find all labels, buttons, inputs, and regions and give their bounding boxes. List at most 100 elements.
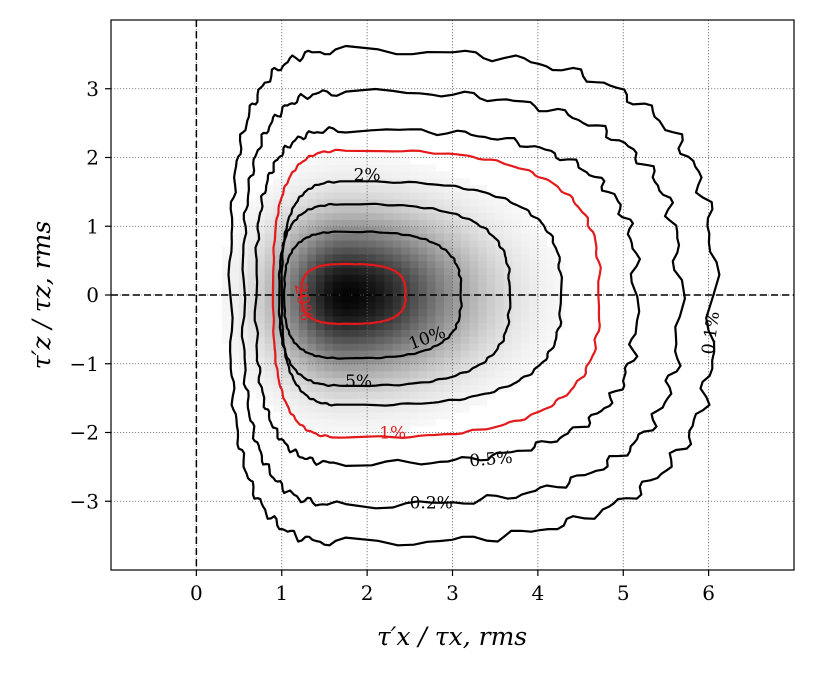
density-cell: [435, 178, 445, 186]
density-cell: [367, 171, 377, 179]
density-cell: [298, 391, 308, 399]
density-cell: [435, 191, 445, 200]
density-cell: [384, 405, 394, 413]
density-cell: [230, 253, 240, 262]
density-cell: [503, 363, 513, 372]
density-cell: [435, 233, 445, 241]
density-cell: [418, 226, 428, 234]
density-cell: [375, 308, 385, 317]
density-cell: [290, 301, 300, 310]
density-cell: [461, 398, 471, 406]
density-cell: [315, 350, 326, 358]
density-cell: [546, 308, 556, 317]
density-cell: [384, 205, 394, 214]
density-cell: [281, 295, 291, 303]
density-cell: [401, 219, 411, 227]
density-cell: [264, 267, 274, 275]
density-cell: [332, 329, 343, 337]
density-cell: [332, 322, 343, 330]
density-cell: [392, 219, 402, 227]
density-cell: [461, 260, 471, 269]
density-cell: [384, 260, 394, 269]
density-cell: [273, 350, 283, 358]
density-cell: [478, 281, 488, 289]
density-cell: [520, 246, 530, 255]
density-cell: [307, 295, 317, 303]
density-cell: [520, 281, 530, 289]
density-cell: [409, 308, 419, 317]
density-cell: [256, 260, 266, 269]
density-cell: [418, 418, 428, 427]
density-cell: [512, 281, 522, 289]
density-cell: [409, 363, 419, 372]
density-cell: [452, 191, 462, 200]
density-cell: [307, 198, 317, 207]
density-cell: [452, 246, 462, 255]
density-cell: [273, 260, 283, 269]
density-cell: [315, 274, 326, 282]
density-cell: [367, 226, 377, 234]
density-cell: [281, 240, 291, 248]
contour-line: [271, 148, 602, 439]
density-cell: [332, 185, 343, 193]
density-cell: [486, 308, 496, 317]
density-cell: [426, 295, 437, 303]
density-cell: [452, 308, 462, 317]
density-cell: [426, 246, 437, 255]
density-cell: [409, 411, 419, 420]
density-cell: [409, 274, 419, 282]
density-cell: [307, 246, 317, 255]
density-cell: [273, 185, 283, 193]
density-cell: [281, 281, 291, 289]
density-cell: [358, 246, 368, 255]
density-cell: [264, 398, 274, 406]
density-cell: [332, 370, 343, 379]
density-cell: [264, 212, 274, 220]
density-cell: [264, 260, 274, 269]
density-cell: [512, 240, 522, 248]
density-cell: [273, 398, 283, 406]
density-cell: [264, 377, 274, 385]
density-cell: [461, 391, 471, 399]
density-cell: [426, 315, 437, 324]
density-cell: [520, 315, 530, 324]
density-cell: [409, 219, 419, 227]
density-cell: [426, 240, 437, 248]
density-cell: [367, 267, 377, 275]
density-cell: [537, 322, 548, 330]
density-cell: [418, 288, 428, 296]
density-cell: [324, 295, 334, 303]
density-cell: [256, 295, 266, 303]
density-cell: [290, 246, 300, 255]
density-cell: [247, 246, 257, 255]
density-cell: [537, 253, 548, 262]
density-cell: [426, 198, 437, 207]
density-cell: [367, 322, 377, 330]
density-cell: [256, 384, 266, 392]
density-cell: [256, 308, 266, 317]
density-cell: [529, 343, 539, 351]
density-cell: [486, 267, 496, 275]
contour-label: 5%: [345, 372, 372, 392]
density-cell: [401, 363, 411, 372]
density-cell: [290, 308, 300, 317]
density-cell: [221, 322, 232, 330]
density-cell: [503, 219, 513, 227]
density-cell: [358, 398, 368, 406]
density-cell: [315, 336, 326, 344]
density-cell: [537, 281, 548, 289]
density-cell: [426, 329, 437, 337]
density-cell: [512, 329, 522, 337]
density-cell: [469, 226, 479, 234]
density-cell: [469, 240, 479, 248]
density-cell: [401, 246, 411, 255]
density-cell: [486, 288, 496, 296]
density-cell: [281, 405, 291, 413]
density-cell: [478, 370, 488, 379]
density-cell: [478, 240, 488, 248]
density-cell: [350, 411, 360, 420]
density-cell: [418, 315, 428, 324]
density-cell: [409, 198, 419, 207]
density-cell: [384, 295, 394, 303]
density-cell: [350, 281, 360, 289]
